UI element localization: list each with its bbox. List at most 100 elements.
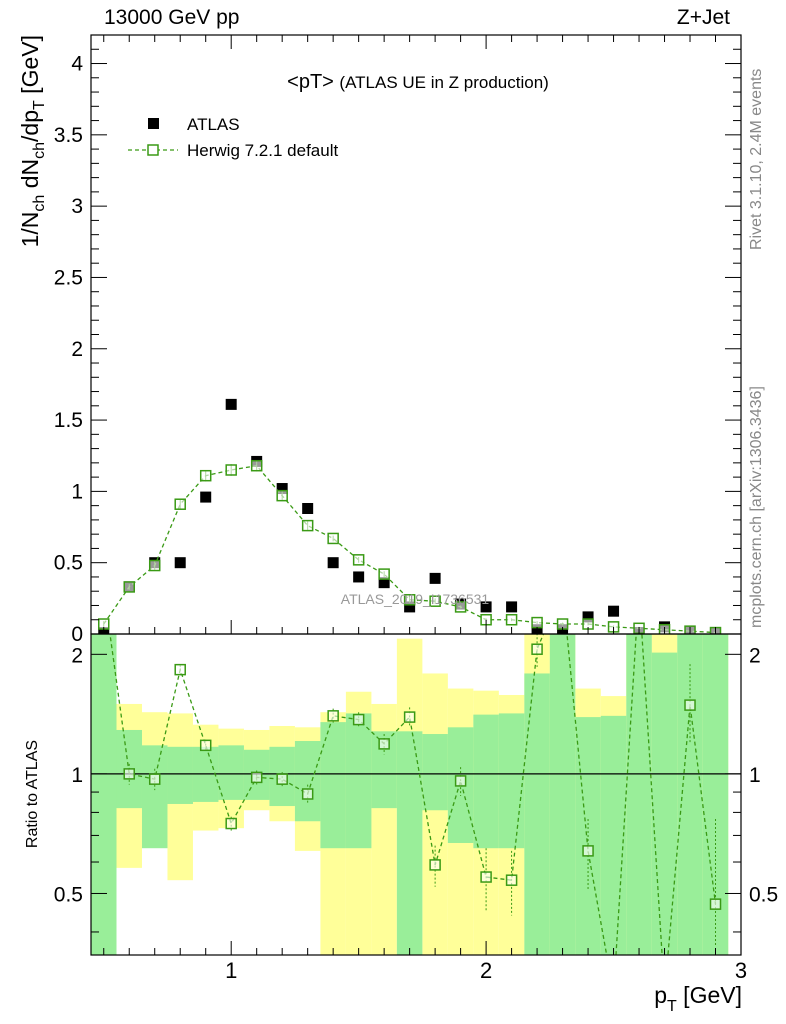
atlas-point — [276, 483, 288, 495]
ratio-point — [429, 859, 441, 871]
stat-band-bin — [549, 634, 576, 955]
x-axis-label-part: [GeV] — [677, 982, 742, 1008]
herwig-point — [327, 532, 339, 545]
y-axis-label-part: dN — [17, 159, 43, 195]
ratio-point — [684, 699, 696, 711]
atlas-point — [506, 601, 518, 613]
herwig-point — [276, 489, 288, 502]
herwig-point — [225, 464, 237, 476]
atlas-point — [429, 572, 441, 584]
atlas-point — [302, 502, 314, 514]
ratio-point — [582, 845, 594, 857]
energy-label: 13000 GeV pp — [104, 6, 240, 29]
y-axis-label-part: T — [31, 100, 48, 110]
atlas-point — [608, 605, 620, 617]
y-axis-label-part: [GeV] — [17, 35, 43, 100]
ratio-bands — [91, 634, 729, 955]
stat-band-bin — [345, 713, 372, 849]
herwig-point — [352, 554, 365, 566]
ratio-y-axis-label: Ratio to ATLAS — [24, 740, 41, 848]
stat-band-bin — [218, 745, 244, 800]
ratio-point — [327, 710, 339, 722]
main-y-tick-label: 4 — [71, 53, 83, 76]
atlas-point — [200, 491, 212, 503]
stat-band-bin — [524, 673, 550, 955]
ratio-point — [480, 871, 492, 883]
x-tick-label: 1 — [225, 958, 237, 983]
x-tick-label: 2 — [480, 958, 492, 983]
herwig-point — [454, 601, 467, 613]
herwig-point — [199, 469, 212, 482]
chart-title-sub: (ATLAS UE in Z production) — [339, 73, 548, 92]
main-y-tick-label: 2 — [71, 338, 83, 361]
stat-band-bin — [320, 722, 346, 849]
atlas-point — [327, 557, 339, 569]
x-tick-label: 3 — [735, 958, 747, 983]
stat-band-bin — [473, 714, 499, 849]
process-label: Z+Jet — [676, 6, 730, 29]
watermark: ATLAS_2019_I1736531 — [341, 591, 490, 607]
ratio-point — [531, 643, 543, 655]
main-y-tick-label: 0 — [71, 623, 83, 646]
ratio-y-tick-label: 0.5 — [54, 883, 83, 906]
x-axis-label-part: p — [654, 982, 667, 1008]
ratio-point — [505, 874, 518, 886]
stat-band-bin — [294, 741, 321, 822]
ratio-y-tick-label-right: 0.5 — [749, 883, 778, 906]
ratio-point — [301, 788, 314, 800]
herwig-point — [250, 459, 263, 472]
atlas-point — [174, 557, 186, 569]
herwig-point — [123, 581, 135, 593]
stat-band-bin — [498, 713, 525, 849]
herwig-point — [301, 519, 314, 532]
ratio-y-tick-label: 2 — [71, 644, 83, 667]
atlas-point — [225, 398, 237, 410]
stat-band-bin — [626, 634, 652, 955]
main-y-tick-label: 0.5 — [54, 552, 83, 575]
stat-band-bin — [396, 731, 423, 955]
herwig-point — [531, 616, 543, 629]
ratio-point — [403, 711, 416, 723]
ratio-point — [174, 663, 186, 676]
ratio-frame — [90, 633, 742, 956]
rivet-label: Rivet 3.1.10, 2.4M events — [748, 68, 765, 250]
legend-atlas-marker — [148, 118, 159, 129]
legend-herwig-label: Herwig 7.2.1 default — [187, 141, 338, 160]
main-y-tick-label: 1.5 — [54, 409, 83, 432]
ratio-y-tick-label-right: 1 — [749, 764, 761, 787]
ratio-point — [225, 817, 237, 830]
stat-band-bin — [141, 745, 168, 849]
main-y-tick-label: 1 — [71, 480, 83, 503]
ratio-point — [148, 773, 161, 785]
herwig-point — [378, 568, 390, 580]
atlas-point — [480, 601, 492, 613]
ratio-plot-area — [109, 634, 722, 955]
atlas-point — [582, 611, 594, 623]
atlas-point — [353, 571, 365, 583]
chart-title: <pT> (ATLAS UE in Z production) — [287, 71, 549, 93]
ratio-point — [709, 898, 722, 910]
stat-band-bin — [600, 715, 627, 955]
stat-band-bin — [422, 734, 448, 811]
stat-band-bin — [677, 634, 703, 955]
stat-band-bin — [651, 652, 678, 955]
x-axis-label-part: T — [667, 998, 677, 1015]
ratio-y-tick-label-right: 2 — [749, 644, 761, 667]
mcplots-label: mcplots.cern.ch [arXiv:1306.3436] — [748, 386, 765, 628]
x-axis-label: pT [GeV] — [654, 982, 742, 1015]
ratio-point — [352, 713, 365, 726]
y-axis-label-part: /dp — [17, 110, 43, 142]
atlas-point — [404, 601, 416, 613]
chart-title-main: <pT> — [287, 71, 339, 93]
main-y-tick-label: 2.5 — [54, 266, 83, 289]
ratio-point — [123, 768, 135, 780]
ratio-point — [378, 738, 390, 750]
ratio-y-tick-label: 1 — [71, 764, 83, 787]
y-axis-label-part: ch — [31, 142, 48, 159]
main-y-axis-label: 1/Nch dNch/dpT [GeV] — [17, 35, 48, 247]
y-axis-label-part: ch — [31, 195, 48, 212]
herwig-point — [505, 613, 518, 626]
main-y-tick-label: 3 — [71, 195, 83, 218]
legend-herwig-marker — [147, 144, 159, 156]
